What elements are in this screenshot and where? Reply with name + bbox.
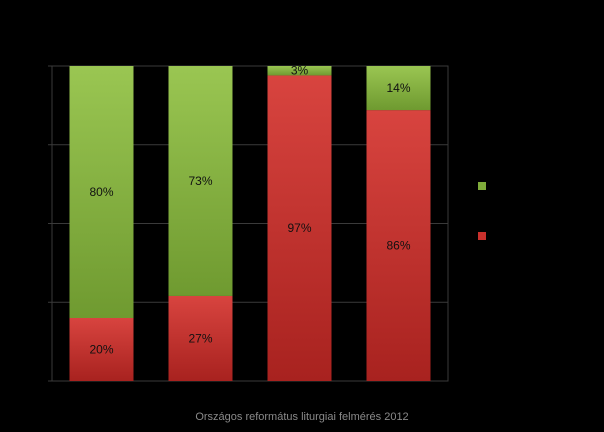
chart-caption: Országos református liturgiai felmérés 2… [195, 411, 409, 423]
data-label-s1-c1: 73% [188, 174, 212, 188]
bar-segment-s1-c1 [168, 66, 233, 296]
data-label-s0-c3: 86% [386, 239, 410, 253]
bar-segment-s0-c2 [267, 75, 332, 381]
bar-segment-s0-c3 [366, 110, 431, 381]
legend-swatch-red [478, 232, 486, 240]
data-label-s1-c0: 80% [89, 185, 113, 199]
legend-swatch-green [478, 182, 486, 190]
data-label-s1-c2: 3% [291, 64, 309, 78]
bar-segment-s0-c0 [69, 318, 134, 381]
bar-segment-s1-c2 [267, 66, 332, 76]
data-label-s0-c1: 27% [188, 331, 212, 345]
data-label-s0-c2: 97% [287, 221, 311, 235]
bar-segment-s0-c1 [168, 295, 233, 381]
bar-segment-s1-c0 [69, 66, 134, 318]
data-label-s1-c3: 14% [386, 81, 410, 95]
bar-segment-s1-c3 [366, 66, 431, 111]
data-label-s0-c0: 20% [89, 343, 113, 357]
